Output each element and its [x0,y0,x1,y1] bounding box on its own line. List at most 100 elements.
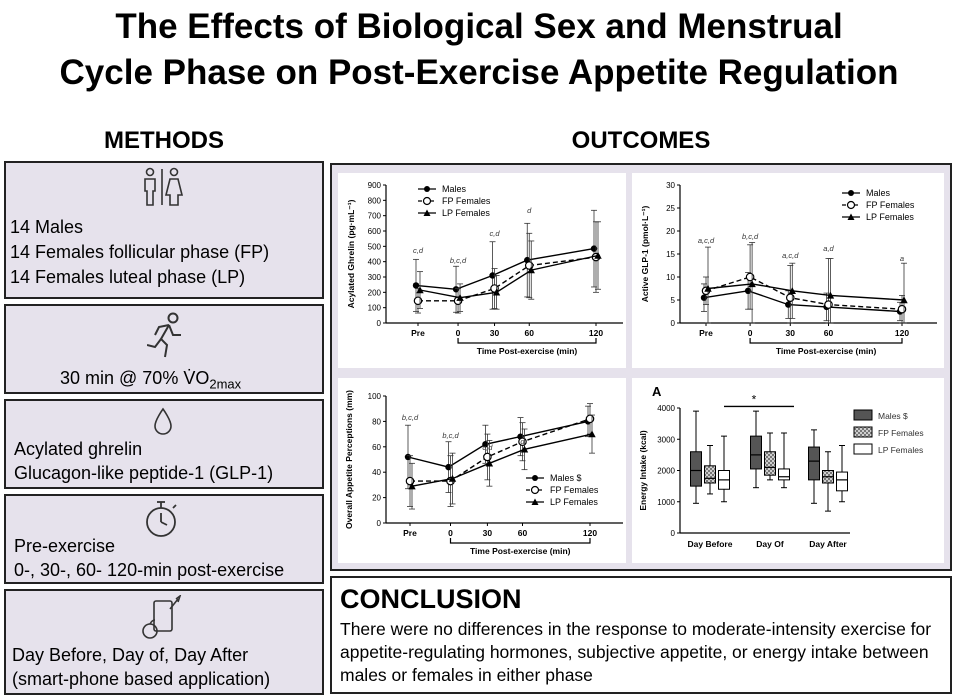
box [764,451,776,476]
significance-annotation: b,c,d [442,431,459,440]
time-bracket [749,338,903,344]
data-point [489,272,496,279]
legend-label: LP Females [866,212,914,222]
x-tick-label: Pre [699,328,713,338]
people-icon [144,167,184,206]
data-point [485,459,494,467]
x-tick-label: 30 [786,328,796,338]
data-point [408,482,416,490]
data-point [897,304,907,314]
data-point [422,196,432,206]
intake-line-1: Day Before, Day of, Day After [12,645,249,665]
legend-label: Males $ [878,411,908,421]
legend-label: LP Females [550,497,598,507]
timing-line-1: Pre-exercise [14,536,116,556]
markers-line-2: Glucagon-like peptide-1 (GLP-1) [14,463,274,483]
energy-intake-chart: A 0 1000 2000 3000 4000 Energy Intake (kcal) Da… [632,378,944,563]
x-tick-label: 60 [518,528,528,538]
y-tick-label: 60 [372,443,381,452]
significance-annotation: a [900,254,904,263]
conclusion-heading: CONCLUSION [340,584,522,614]
time-bracket [457,338,597,344]
y-tick-label: 200 [368,288,382,297]
participants-line-1: 14 Males [10,217,84,237]
outcomes-box: 0 100 200 300 400 500 600 700 800 900 Pre 0 30 60 120 T… [330,163,952,571]
y-tick-label: 2000 [657,467,675,476]
conclusion-text: There were no differences in the respons… [340,619,932,685]
significance-annotation: c,d [413,246,424,255]
data-point [482,441,489,448]
title-line-2: Cycle Phase on Post-Exercise Appetite Re… [59,53,899,92]
x-tick-label: 120 [895,328,909,338]
y-tick-label: 100 [368,304,382,313]
data-point [588,430,596,438]
panel-label: A [652,384,662,399]
y-tick-label: 300 [368,273,382,282]
participants-line-2: 14 Females follicular phase (FP) [10,242,270,262]
x-tick-label: 30 [483,528,493,538]
y-axis-label: Energy Intake (kcal) [638,430,648,510]
data-point [413,296,423,306]
significance-annotation: c,d [482,443,493,452]
legend-label: FP Females [878,428,924,438]
data-point [531,498,539,505]
significance-annotation: b,c,d [742,232,759,241]
data-point [452,286,460,293]
y-axis-label: Active GLP-1 (pmol·L⁻¹) [640,206,650,303]
y-tick-label: 5 [671,296,676,305]
x-tick-label: 0 [448,528,453,538]
y-tick-label: 20 [372,494,381,503]
box [778,468,790,481]
data-point [594,251,602,259]
y-tick-label: 800 [368,196,382,205]
x-tick-label: Pre [411,328,425,338]
data-point [423,209,431,216]
y-tick-label: 3000 [657,435,675,444]
x-tick-label: 60 [525,328,535,338]
markers-line-1: Acylated ghrelin [14,439,143,459]
x-tick-label: Day Of [756,539,784,549]
y-axis-label: Overall Appetite Perceptions (mm) [344,390,354,529]
ghrelin-chart: 0 100 200 300 400 500 600 700 800 900 Pre 0 30 60 120 T… [338,173,626,368]
x-axis-label: Time Post-exercise (min) [470,546,571,556]
significance-annotation: a,c,d [698,236,715,245]
markers-box: Acylated ghrelin Glucagon-like peptide-1… [4,399,324,489]
data-point [456,294,464,301]
x-tick-label: 120 [589,328,603,338]
legend-swatch [853,409,873,421]
y-tick-label: 40 [372,468,381,477]
legend-label: LP Females [442,208,490,218]
data-point [846,200,856,210]
y-tick-label: 25 [666,204,675,213]
exercise-box: 30 min @ 70% V̇O2max [4,304,324,394]
timing-line-2: 0-, 30-, 60- 120-min post-exercise [14,560,285,580]
appetite-chart: 0 20 40 60 80 100 Pre 0 30 60 120 Time Post-exercis… [338,378,626,563]
significance-annotation: d [520,437,525,446]
poster-title: The Effects of Biological Sex and Menstr… [0,4,958,96]
y-tick-label: 10 [666,273,675,282]
data-point [826,291,835,299]
x-axis-label: Time Post-exercise (min) [477,346,578,356]
data-point [824,300,833,309]
food-phone-icon [142,595,182,639]
blood-drop-icon [154,407,172,435]
y-tick-label: 30 [666,181,675,190]
y-tick-label: 500 [368,242,382,251]
y-axis-label: Acylated Ghrelin (pg·mL⁻¹) [346,199,356,308]
y-tick-label: 400 [368,258,382,267]
series-line [419,254,599,299]
legend-label: FP Females [442,196,491,206]
participants-line-3: 14 Females luteal phase (LP) [10,267,246,287]
data-point [785,301,792,308]
y-tick-label: 600 [368,227,382,236]
box [690,451,702,487]
x-tick-label: 0 [748,328,753,338]
exercise-text: 30 min @ 70% V̇O2max [60,366,241,397]
intake-box: Day Before, Day of, Day After (smart-pho… [4,589,324,695]
methods-heading: METHODS [104,127,224,154]
box [808,446,820,481]
conclusion-box: CONCLUSION There were no differences in … [330,576,952,694]
exercise-sub: 2max [209,376,242,392]
data-point [585,414,595,424]
data-point [785,293,795,303]
